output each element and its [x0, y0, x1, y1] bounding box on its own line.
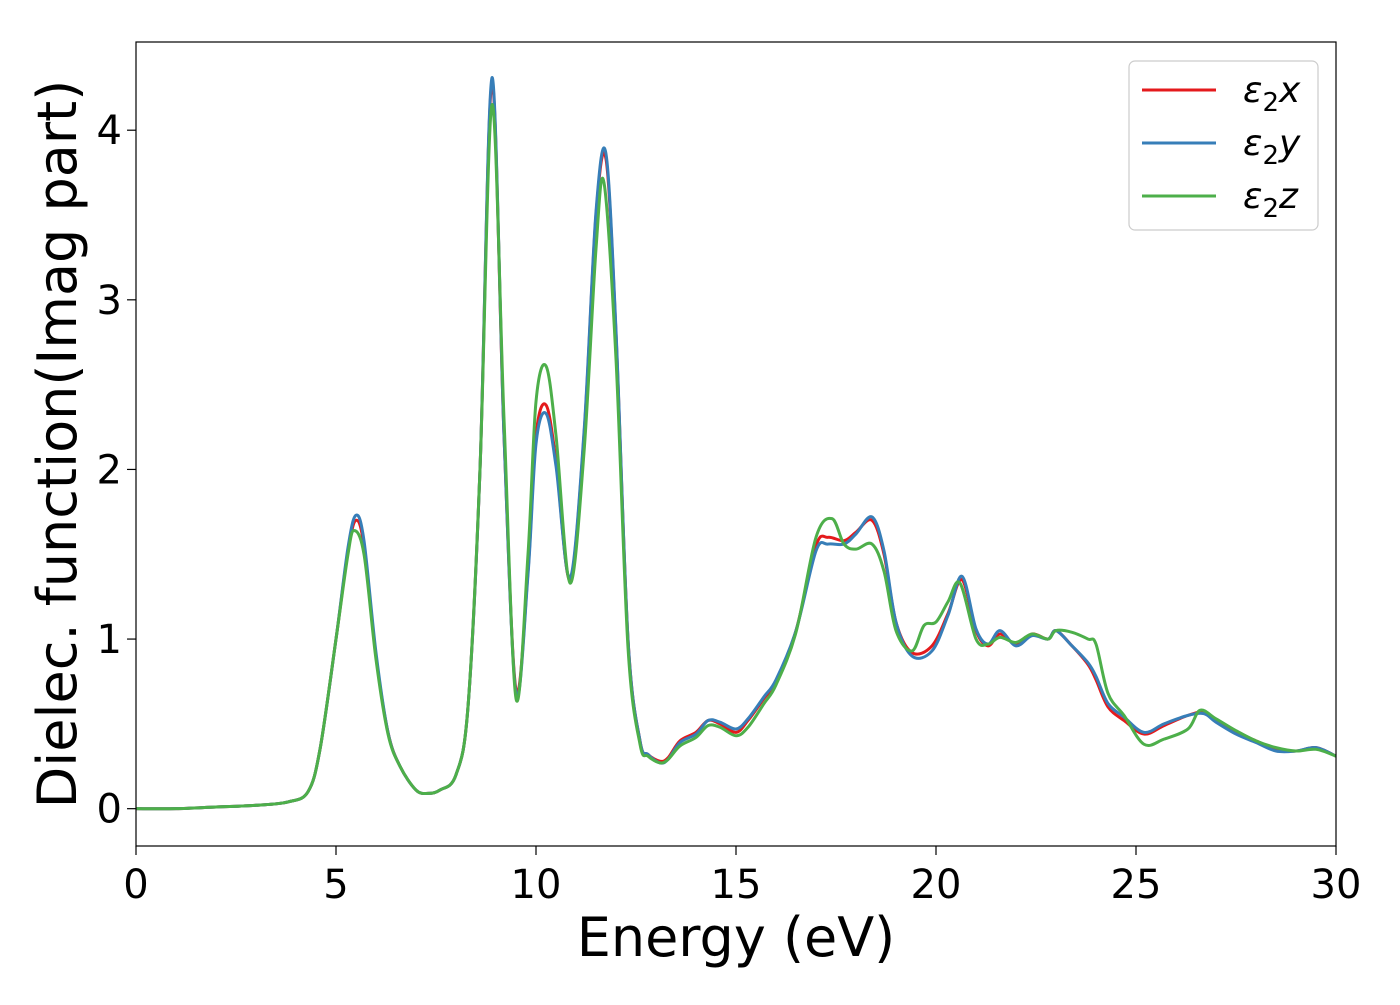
y-tick-label: 4 [97, 108, 122, 154]
x-tick-label: 5 [323, 862, 348, 908]
legend-items: ε2x ε2y ε2z [1142, 70, 1301, 224]
series-lines [135, 76, 1337, 811]
x-tick-label: 0 [123, 862, 148, 908]
x-tick-label: 25 [1111, 862, 1162, 908]
x-tick-label: 30 [1311, 862, 1362, 908]
y-tick-label: 2 [97, 447, 122, 493]
legend-label: ε2y [1243, 123, 1301, 171]
series-line-3 [135, 103, 1337, 811]
y-tick-label: 0 [97, 787, 122, 833]
legend[interactable]: ε2x ε2y ε2z [1128, 60, 1319, 231]
legend-label: ε2x [1243, 70, 1301, 118]
axis-ticks: 0 5 10 15 20 25 30 0 1 2 3 4 [97, 108, 1362, 908]
y-tick-label: 3 [97, 278, 122, 324]
legend-frame [1128, 60, 1319, 231]
x-axis-title: Energy (eV) [577, 906, 896, 969]
y-axis-title: Dielec. function(Imag part) [26, 80, 89, 809]
y-tick-label: 1 [97, 617, 122, 663]
x-tick-label: 15 [711, 862, 762, 908]
x-tick-label: 20 [911, 862, 962, 908]
x-tick-label: 10 [511, 862, 562, 908]
legend-label: ε2z [1243, 176, 1299, 224]
